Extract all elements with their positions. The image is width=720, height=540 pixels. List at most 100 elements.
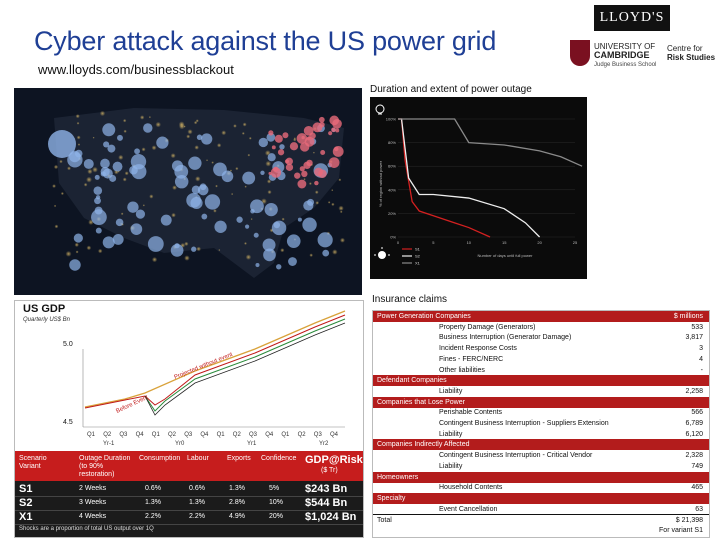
legend-label-x1: X1 [415, 261, 421, 266]
claims-value: 465 [691, 484, 703, 492]
outage-bubble-blue [117, 134, 123, 141]
outage-bubble-blue [302, 217, 317, 232]
outage-bubble-red [328, 131, 333, 136]
outage-bubble-blue [102, 123, 116, 137]
city-light [67, 166, 71, 171]
claims-category: Companies Indirectly Affected [377, 441, 470, 449]
outage-bubble-blue [69, 259, 81, 271]
claims-category-header: Companies Indirectly Affected [373, 439, 709, 451]
outage-bubble-blue [276, 264, 282, 270]
outage-bubble-blue [322, 249, 330, 257]
outage-bubble-blue [242, 171, 256, 185]
outage-bubble-blue [95, 227, 102, 234]
outage-bubble-blue [264, 202, 278, 217]
outage-ytick: 100% [386, 117, 397, 122]
gdp-chart-svg: Before Event Projected without event Q1 Q… [82, 310, 346, 447]
city-light [75, 250, 79, 254]
outage-chart-svg: % of region without power Number of days… [374, 104, 583, 266]
gdp-cell-exports: 1.3% [229, 485, 245, 492]
university-name: UNIVERSITY OF CAMBRIDGE [594, 42, 656, 60]
outage-bubble-blue [170, 244, 184, 257]
outage-bubble-blue [188, 156, 202, 170]
gdp-cell-labour: 2.2% [189, 513, 205, 520]
gdp-cell-gdp: $544 Bn [305, 497, 348, 509]
us-night-map [14, 88, 362, 295]
gdp-quarter-label: Q2 [298, 432, 307, 438]
gdp-title: US GDP [23, 303, 66, 315]
outage-line-x1 [398, 118, 583, 167]
city-light [59, 159, 63, 164]
city-light [187, 129, 193, 135]
city-light [314, 190, 319, 195]
gdp-subtitle: Quarterly US$ Bn [23, 317, 71, 323]
gdp-quarter-label: Q2 [103, 432, 112, 438]
outage-bubble-red [299, 166, 305, 172]
col-confidence: Confidence [261, 455, 297, 462]
outage-ytick: 0% [390, 235, 396, 240]
city-light [332, 249, 338, 255]
gdp-cell-consumption: 2.2% [145, 513, 161, 520]
outage-bubble-blue [201, 133, 213, 145]
outage-bubble-blue [102, 236, 115, 249]
outage-bubble-blue [174, 174, 189, 189]
gdp-cell-confidence: 20% [269, 513, 284, 520]
city-light [178, 121, 185, 128]
claims-item: Property Damage (Generators) [439, 323, 536, 331]
claims-row: Household Contents 465 [373, 482, 709, 493]
outage-bubble-blue [131, 164, 147, 180]
outage-bubble-blue [83, 158, 94, 169]
claims-category: Specialty [377, 494, 406, 502]
map-svg [48, 108, 345, 278]
outage-chart: % of region without power Number of days… [370, 97, 587, 279]
outage-bubble-blue [103, 141, 110, 148]
gdp-unit: ($ Tr) [321, 467, 338, 474]
city-light [244, 241, 247, 245]
outage-bubble-blue [204, 194, 221, 210]
outage-bubble-red [329, 115, 340, 126]
claims-value: 3 [699, 345, 703, 353]
city-light [60, 191, 64, 196]
gdp-cell-gdp: $243 Bn [305, 483, 348, 495]
gdp-cell-labour: 0.6% [189, 485, 205, 492]
claims-value: 2,258 [685, 387, 703, 395]
outage-bubble-blue [109, 174, 117, 182]
bulb-lit-icon [374, 247, 390, 259]
city-light [280, 248, 285, 253]
outage-bubble-blue [279, 144, 285, 150]
gdp-cell-exports: 2.8% [229, 499, 245, 506]
claims-category: Power Generation Companies [377, 313, 471, 320]
outage-bubble-red [285, 163, 294, 171]
city-light [77, 143, 81, 146]
city-light [244, 185, 247, 188]
outage-bubble-blue [147, 236, 164, 252]
page-title: Cyber attack against the US power grid [34, 26, 497, 56]
city-light [339, 237, 345, 243]
city-light [122, 118, 127, 123]
gdp-quarter-label: Q1 [217, 432, 226, 438]
city-light [211, 161, 214, 164]
page-url[interactable]: www.lloyds.com/businessblackout [38, 62, 234, 77]
city-light [205, 159, 209, 162]
outage-bubble-large [48, 130, 76, 158]
outage-bubble-red [268, 171, 272, 176]
outage-bubble-red [332, 146, 344, 157]
outage-bubble-blue [214, 220, 227, 233]
claims-item: Liability [439, 430, 463, 438]
gdp-cell-scenario: X1 [19, 511, 33, 523]
claims-row: Other liabilities - [373, 365, 709, 376]
outage-xtick: 0 [397, 240, 400, 245]
claims-table: Power Generation Companies $ millions Prop… [372, 310, 710, 538]
outage-bubble-blue [94, 174, 100, 180]
gdp-quarter-label: Q3 [314, 432, 323, 438]
outage-bubble-red [289, 142, 299, 151]
claims-item: Perishable Contents [439, 409, 503, 417]
claims-value: 749 [691, 462, 703, 470]
city-light [242, 122, 247, 127]
claims-row: Incident Response Costs 3 [373, 343, 709, 354]
outage-bubble-red [314, 167, 324, 177]
crest-icon [570, 40, 590, 66]
claims-value: 6,789 [685, 420, 703, 427]
outage-bubble-blue [112, 233, 124, 245]
gdp-cell-gdp: $1,024 Bn [305, 511, 357, 523]
outage-bubble-blue [267, 153, 276, 162]
